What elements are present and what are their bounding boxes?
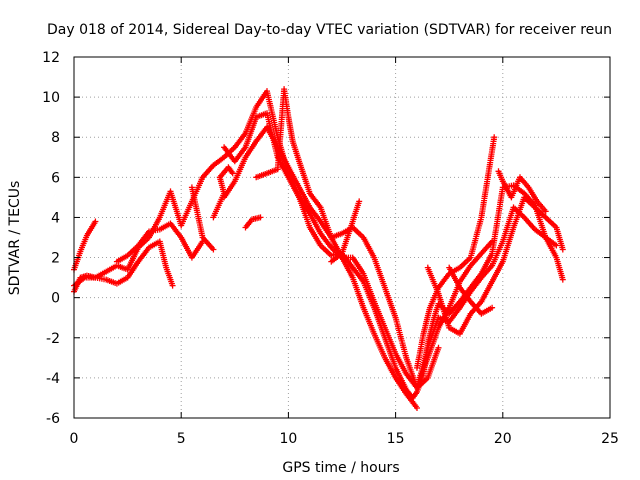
x-tick-label: 5 [177, 431, 186, 447]
series-markers [242, 214, 264, 231]
y-tick-label: -6 [46, 411, 60, 427]
x-tick-label: 15 [387, 431, 405, 447]
y-tick-label: 0 [51, 291, 60, 307]
series-track-3 [71, 238, 176, 289]
y-tick-label: 2 [51, 251, 60, 267]
y-tick-label: 4 [51, 210, 60, 226]
axis-ticks: 0 5 10 15 20 25 -6 -4 -2 0 2 4 6 8 10 12 [42, 50, 619, 447]
series-track-5 [188, 184, 217, 253]
series-markers [328, 198, 363, 265]
series-track-6 [221, 110, 442, 391]
series-markers [113, 220, 206, 265]
grid-lines [74, 57, 610, 418]
series-track-15 [446, 264, 496, 317]
series-track-16 [495, 168, 549, 215]
series-markers [188, 184, 217, 253]
series-track-11 [328, 198, 363, 265]
plot-border [73, 56, 611, 419]
chart-title: Day 018 of 2014, Sidereal Day-to-day VTE… [47, 22, 612, 38]
y-tick-label: 8 [51, 130, 60, 146]
series-markers [424, 194, 566, 337]
data-series [71, 86, 566, 411]
series-track-13 [414, 204, 560, 391]
series-track-1 [71, 218, 99, 273]
series-track-9 [242, 214, 264, 231]
series-markers [71, 238, 176, 289]
series-markers [414, 204, 560, 391]
y-tick-label: -2 [46, 331, 60, 347]
x-axis-label: GPS time / hours [282, 460, 399, 476]
y-tick-label: 12 [42, 50, 60, 66]
series-track-4 [113, 220, 206, 265]
y-tick-label: -4 [46, 371, 60, 387]
y-axis-label: SDTVAR / TECUs [7, 181, 23, 296]
series-markers [253, 86, 420, 411]
series-markers [221, 110, 442, 391]
series-markers [210, 164, 236, 221]
x-tick-label: 20 [494, 431, 512, 447]
y-tick-label: 10 [42, 90, 60, 106]
series-track-14 [424, 194, 566, 337]
x-tick-label: 25 [601, 431, 619, 447]
x-tick-label: 10 [279, 431, 297, 447]
series-markers [71, 218, 99, 273]
y-tick-label: 6 [51, 170, 60, 186]
series-track-10 [253, 86, 420, 411]
series-markers [446, 264, 496, 317]
series-markers [495, 168, 549, 215]
series-track-8 [210, 164, 236, 221]
x-tick-label: 0 [70, 431, 79, 447]
